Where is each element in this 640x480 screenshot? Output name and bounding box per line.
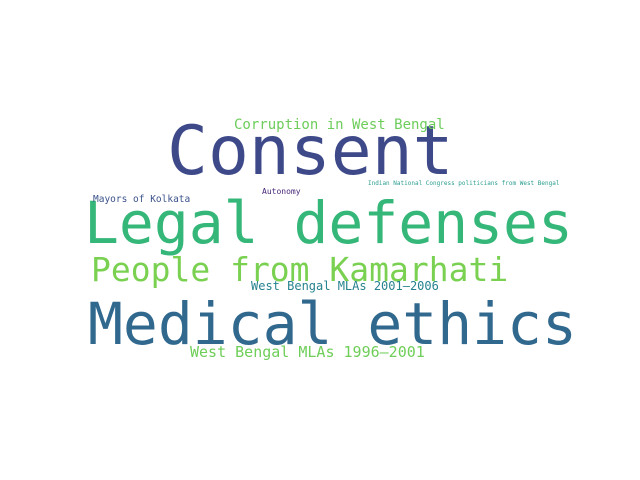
word-indian-national-congress: Indian National Congress politicians fro…	[368, 180, 560, 187]
word-people-from-kamarhati: People from Kamarhati	[91, 250, 509, 289]
word-west-bengal-mlas-2001-2006: West Bengal MLAs 2001–2006	[251, 279, 439, 293]
word-west-bengal-mlas-1996-2001: West Bengal MLAs 1996–2001	[190, 343, 425, 361]
word-corruption-in-west-bengal: Corruption in West Bengal	[234, 117, 445, 133]
word-medical-ethics: Medical ethics	[88, 290, 577, 358]
word-mayors-of-kolkata: Mayors of Kolkata	[93, 194, 191, 205]
word-consent: Consent	[167, 112, 454, 191]
word-autonomy: Autonomy	[262, 187, 301, 196]
word-legal-defenses: Legal defenses	[84, 189, 573, 257]
